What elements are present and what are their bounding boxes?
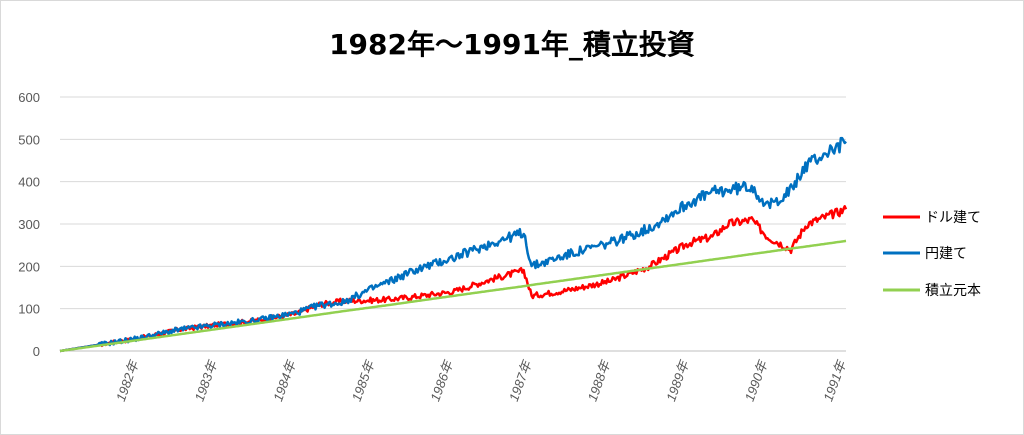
series-line-1 (59, 136, 847, 353)
x-tick-label: 1986年 (427, 357, 456, 403)
series-lines (59, 136, 848, 353)
x-tick-label: 1984年 (270, 357, 299, 403)
y-tick-label: 600 (18, 90, 40, 105)
y-axis-ticks: 0 100 200 300 400 500 600 (18, 90, 40, 359)
y-tick-label: 0 (33, 344, 40, 359)
y-tick-label: 100 (18, 302, 40, 317)
x-tick-label: 1982年 (113, 357, 142, 403)
y-tick-label: 400 (18, 175, 40, 190)
y-tick-label: 500 (18, 132, 40, 147)
chart-title: 1982年～1991年_積立投資 (329, 28, 695, 61)
x-tick-label: 1989年 (663, 357, 692, 403)
y-tick-label: 200 (18, 259, 40, 274)
legend-label-1: 円建て (925, 246, 967, 262)
legend-label-0: ドル建て (925, 210, 981, 226)
x-tick-label: 1988年 (585, 357, 614, 403)
grid-lines (60, 96, 846, 352)
x-tick-label: 1983年 (192, 357, 221, 403)
legend-label-2: 積立元本 (925, 283, 981, 299)
x-tick-label: 1990年 (742, 357, 771, 403)
series-line-2 (59, 239, 847, 353)
x-tick-label: 1991年 (820, 357, 849, 403)
x-tick-label: 1985年 (349, 357, 378, 403)
x-axis-ticks: 1982年 1983年 1984年 1985年 1986年 1987年 1988年 1989年… (113, 357, 850, 403)
y-tick-label: 300 (18, 217, 40, 232)
x-tick-label: 1987年 (506, 357, 535, 403)
